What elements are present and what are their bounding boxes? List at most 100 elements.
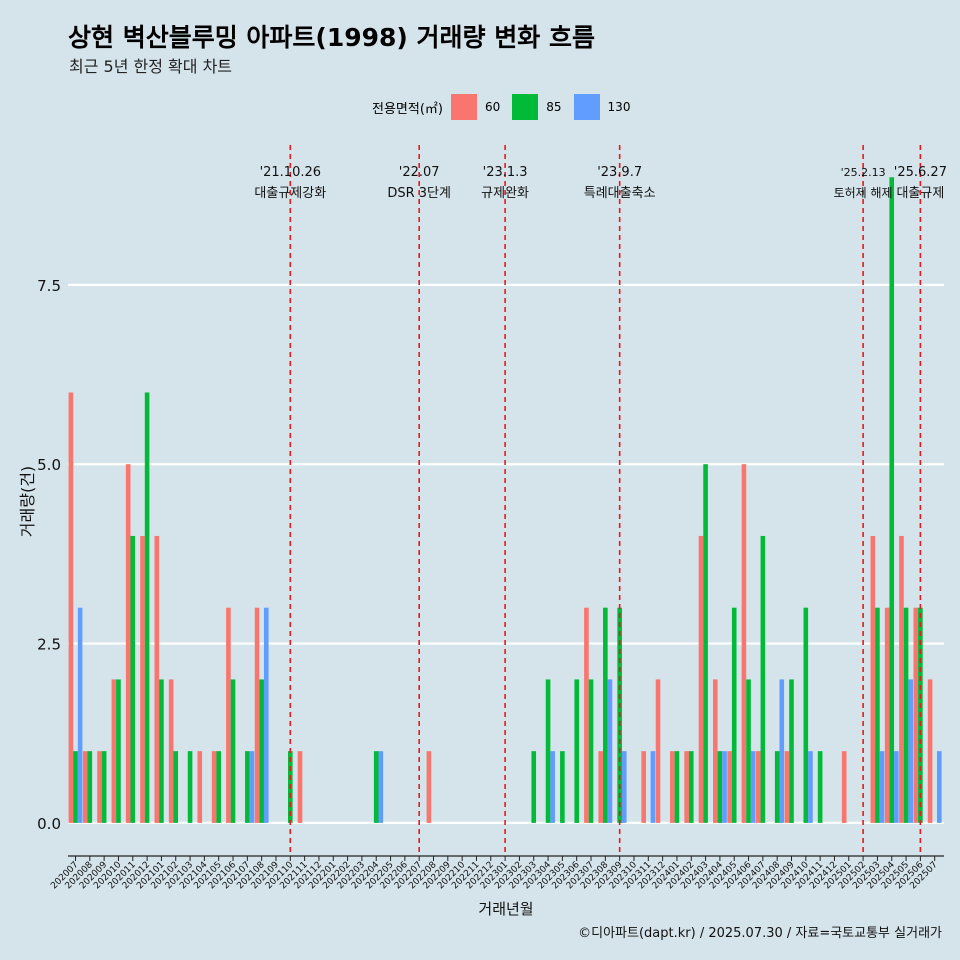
bar-85-202409 bbox=[789, 679, 794, 823]
bar-60-202012 bbox=[140, 535, 145, 823]
bar-60-202312 bbox=[655, 679, 661, 823]
bar-60-202505 bbox=[899, 535, 904, 823]
annotation-text: 규제완화 bbox=[481, 186, 529, 201]
bar-85-202402 bbox=[688, 751, 694, 823]
bar-85-202405 bbox=[731, 607, 737, 823]
bar-85-202011 bbox=[130, 535, 136, 823]
bar-85-202408 bbox=[774, 751, 780, 823]
bar-130-202107 bbox=[249, 751, 255, 823]
bar-85-202308 bbox=[603, 607, 608, 823]
bar-60-202401 bbox=[670, 751, 675, 823]
source-caption: ©디아파트(dapt.kr) / 2025.07.30 / 자료=국토교통부 실… bbox=[578, 926, 942, 941]
bar-60-202311 bbox=[641, 751, 646, 823]
annotation-date: '23.1.3 bbox=[483, 165, 528, 180]
bar-60-202403 bbox=[698, 535, 704, 823]
bar-60-202102 bbox=[168, 679, 174, 823]
bar-85-202503 bbox=[875, 607, 880, 823]
bar-130-202404 bbox=[722, 751, 727, 823]
bar-60-202007 bbox=[68, 392, 74, 823]
bar-130-202505 bbox=[908, 679, 913, 823]
legend-title: 전용면적(㎡) bbox=[372, 101, 443, 117]
legend-label-130: 130 bbox=[607, 100, 631, 114]
legend-item-85: 85 bbox=[512, 94, 569, 120]
x-axis-title: 거래년월 bbox=[478, 900, 533, 918]
bar-60-202208 bbox=[426, 751, 432, 823]
bar-60-202111 bbox=[297, 751, 303, 823]
bar-85-202410 bbox=[803, 607, 809, 823]
bar-60-202406 bbox=[741, 464, 747, 823]
bar-85-202101 bbox=[159, 679, 164, 823]
bar-60-202308 bbox=[598, 751, 604, 823]
annotation-text: 대출규제강화 bbox=[254, 186, 326, 201]
bar-85-202102 bbox=[173, 751, 179, 823]
bar-60-202307 bbox=[584, 607, 589, 823]
bar-60-202105 bbox=[211, 751, 217, 823]
bar-85-202008 bbox=[87, 751, 93, 823]
bar-60-202404 bbox=[713, 679, 718, 823]
bar-85-202107 bbox=[245, 751, 250, 823]
bar-85-202307 bbox=[588, 679, 594, 823]
y-tick-label: 5.0 bbox=[37, 456, 61, 474]
bar-130-202108 bbox=[263, 607, 269, 823]
bar-85-202009 bbox=[101, 751, 107, 823]
bar-85-202103 bbox=[187, 751, 193, 823]
bar-130-202308 bbox=[607, 679, 613, 823]
bar-60-202503 bbox=[870, 535, 876, 823]
chart-title: 상현 벽산블루밍 아파트(1998) 거래량 변화 흐름 bbox=[68, 23, 595, 52]
bar-130-202406 bbox=[750, 751, 756, 823]
bar-60-202011 bbox=[125, 464, 131, 823]
bar-130-202507 bbox=[937, 751, 942, 823]
bar-60-202101 bbox=[154, 535, 160, 823]
y-tick-label: 0.0 bbox=[37, 815, 61, 833]
bar-130-202007 bbox=[77, 607, 83, 823]
bar-130-202304 bbox=[550, 751, 555, 823]
bar-60-202106 bbox=[226, 607, 231, 823]
bar-85-202108 bbox=[259, 679, 264, 823]
annotation-date: '25.6.27 bbox=[894, 165, 947, 180]
y-tick-label: 2.5 bbox=[37, 636, 61, 654]
bar-85-202106 bbox=[230, 679, 236, 823]
annotation-date: '22.07 bbox=[399, 165, 440, 180]
bar-85-202303 bbox=[531, 751, 537, 823]
bar-130-202408 bbox=[779, 679, 785, 823]
bar-60-202507 bbox=[927, 679, 933, 823]
bar-60-202010 bbox=[111, 679, 117, 823]
legend-swatch-60 bbox=[450, 94, 477, 120]
bar-85-202204 bbox=[373, 751, 379, 823]
bar-85-202304 bbox=[545, 679, 551, 823]
legend-label-60: 60 bbox=[484, 100, 501, 114]
bar-60-202506 bbox=[913, 607, 919, 823]
bar-85-202010 bbox=[116, 679, 121, 823]
annotation-date: '23.9.7 bbox=[597, 165, 642, 180]
annotation-date: '25.2.13 bbox=[841, 166, 886, 179]
bar-60-202104 bbox=[197, 751, 203, 823]
bar-60-202008 bbox=[82, 751, 88, 823]
annotation-text: DSR 3단계 bbox=[387, 186, 451, 201]
annotation-date: '21.10.26 bbox=[260, 165, 321, 180]
bar-60-202108 bbox=[254, 607, 260, 823]
bar-85-202012 bbox=[144, 392, 150, 823]
legend: 전용면적(㎡) 60 85 130 bbox=[372, 93, 642, 121]
annotation-text: 특례대출축소 bbox=[584, 186, 656, 201]
bar-85-202504 bbox=[889, 177, 895, 823]
legend-item-60: 60 bbox=[450, 94, 508, 120]
legend-item-130: 130 bbox=[573, 94, 639, 120]
bar-85-202404 bbox=[717, 751, 723, 823]
bar-60-202407 bbox=[755, 751, 761, 823]
legend-swatch-130 bbox=[573, 94, 600, 120]
bar-85-202401 bbox=[674, 751, 680, 823]
bar-85-202007 bbox=[73, 751, 78, 823]
bar-130-202504 bbox=[894, 751, 899, 823]
bar-85-202305 bbox=[560, 751, 565, 823]
annotation-text: 대출규제 bbox=[896, 186, 944, 201]
bar-85-202306 bbox=[574, 679, 579, 823]
y-tick-label: 7.5 bbox=[37, 277, 61, 295]
bar-130-202309 bbox=[621, 751, 627, 823]
bar-130-202503 bbox=[879, 751, 885, 823]
chart-subtitle: 최근 5년 한정 확대 차트 bbox=[69, 57, 233, 76]
annotation-text: 토허제 해제 bbox=[834, 186, 893, 200]
bar-130-202204 bbox=[378, 751, 384, 823]
legend-swatch-85 bbox=[512, 94, 539, 120]
bar-85-202505 bbox=[903, 607, 909, 823]
